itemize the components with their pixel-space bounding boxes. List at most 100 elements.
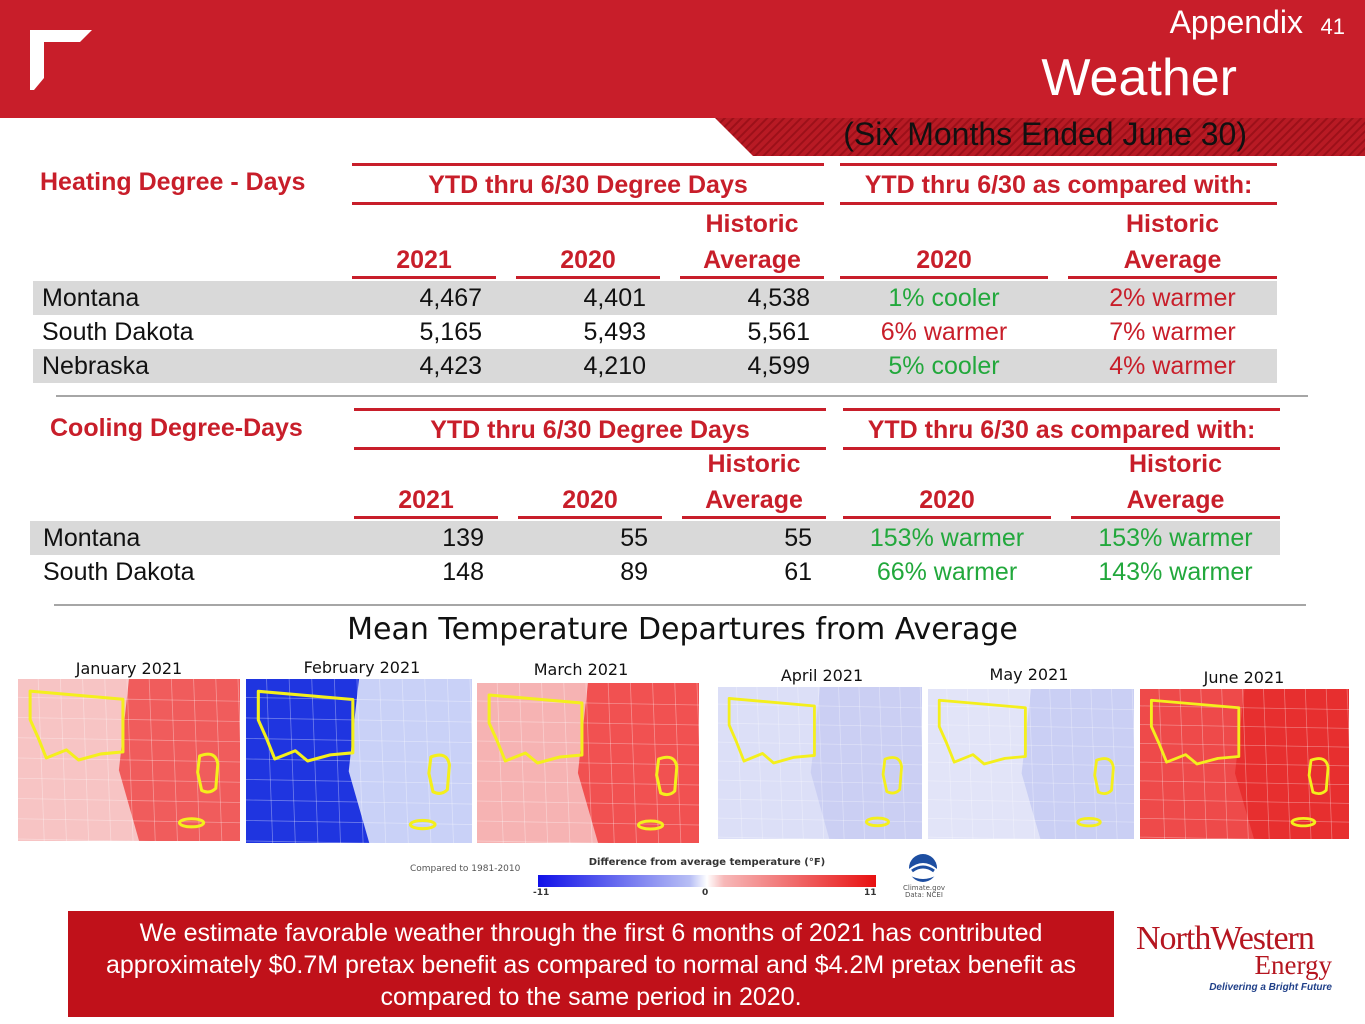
heating-group-right: YTD thru 6/30 as compared with: xyxy=(840,163,1277,205)
logo-line-1: NorthWestern xyxy=(1136,920,1315,957)
value-historic: 5,561 xyxy=(747,318,810,346)
divider xyxy=(56,395,1308,397)
legend-compared: Compared to 1981-2010 xyxy=(410,864,521,874)
value-2020: 4,210 xyxy=(583,352,646,380)
value-2021: 5,165 xyxy=(419,318,482,346)
map-label-february: February 2021 xyxy=(303,658,421,677)
page-number: 41 xyxy=(1320,14,1345,39)
heating-col-vs-average: Average xyxy=(1068,244,1277,279)
value-2021: 139 xyxy=(442,524,484,552)
heating-col-average: Average xyxy=(680,244,824,279)
heating-col-vs2020: 2020 xyxy=(840,244,1048,279)
vs-historic: 4% warmer xyxy=(1109,352,1236,380)
northwestern-energy-logo: NorthWestern Energy Delivering a Bright … xyxy=(1132,920,1342,1000)
map-april xyxy=(718,687,922,839)
state-name: Montana xyxy=(43,524,141,552)
nebraska-territory-outline xyxy=(864,816,891,828)
state-name: South Dakota xyxy=(43,558,195,586)
south-dakota-territory-outline xyxy=(655,755,679,797)
value-2021: 4,423 xyxy=(419,352,482,380)
map-january xyxy=(18,679,240,841)
cooling-col-historic: Historic xyxy=(707,450,801,478)
table-row: South Dakota 148 89 61 66% warmer 143% w… xyxy=(30,555,1280,589)
montana-territory-outline xyxy=(727,696,816,765)
vs-2020: 1% cooler xyxy=(888,284,1000,312)
credit-line-1: Climate.gov xyxy=(903,884,946,892)
legend-color-bar xyxy=(538,875,876,887)
benefit-note: We estimate favorable weather through th… xyxy=(68,911,1114,1017)
map-may xyxy=(928,689,1134,839)
table-row: South Dakota 5,165 5,493 5,561 6% warmer… xyxy=(33,315,1277,349)
heating-title: Heating Degree - Days xyxy=(40,168,306,196)
cooling-col-vs2020: 2020 xyxy=(843,484,1051,519)
vs-historic: 2% warmer xyxy=(1109,284,1236,312)
map-label-may: May 2021 xyxy=(989,665,1069,684)
map-february xyxy=(246,679,472,843)
page-subtitle: (Six Months Ended June 30) xyxy=(843,116,1247,152)
page-title: Weather xyxy=(1041,49,1237,107)
montana-territory-outline xyxy=(937,698,1027,766)
montana-territory-outline xyxy=(1149,698,1241,766)
header-bar xyxy=(0,0,1365,118)
montana-territory-outline xyxy=(487,693,584,765)
heating-col-2021: 2021 xyxy=(352,244,496,279)
cooling-col-vs-historic: Historic xyxy=(1128,450,1223,478)
value-2020: 5,493 xyxy=(583,318,646,346)
nebraska-territory-outline xyxy=(408,818,437,831)
south-dakota-territory-outline xyxy=(881,756,903,795)
vs-2020: 66% warmer xyxy=(876,558,1018,586)
legend-min: -11 xyxy=(533,888,550,898)
nebraska-territory-outline xyxy=(636,819,665,831)
nebraska-territory-outline xyxy=(1076,816,1102,828)
heating-col-2020: 2020 xyxy=(516,244,660,279)
cooling-title: Cooling Degree-Days xyxy=(50,414,303,442)
logo-line-2: Energy xyxy=(1254,950,1332,980)
cooling-group-left: YTD thru 6/30 Degree Days xyxy=(354,408,826,450)
subtitle-strip xyxy=(715,118,1365,156)
cooling-col-2020: 2020 xyxy=(518,484,662,519)
value-historic: 55 xyxy=(784,524,812,552)
map-label-january: January 2021 xyxy=(75,659,183,678)
vs-historic: 143% warmer xyxy=(1098,558,1253,586)
montana-territory-outline xyxy=(256,689,355,763)
credit-line-2: Data: NCEI xyxy=(905,891,943,899)
map-label-march: March 2021 xyxy=(533,660,629,679)
value-2021: 4,467 xyxy=(419,284,482,312)
noaa-logo-icon xyxy=(909,854,937,882)
south-dakota-territory-outline xyxy=(1093,757,1115,796)
corner-logo-icon xyxy=(30,30,92,90)
heating-group-left: YTD thru 6/30 Degree Days xyxy=(352,163,824,205)
map-label-april: April 2021 xyxy=(780,666,864,685)
legend-title: Difference from average temperature (°F) xyxy=(588,857,826,868)
cooling-col-vs-average: Average xyxy=(1071,484,1280,519)
state-name: South Dakota xyxy=(42,318,194,346)
legend-mid: 0 xyxy=(702,888,709,898)
map-label-june: June 2021 xyxy=(1203,668,1285,687)
value-historic: 4,538 xyxy=(747,284,810,312)
table-row: Montana 4,467 4,401 4,538 1% cooler 2% w… xyxy=(33,281,1277,315)
value-2020: 4,401 xyxy=(583,284,646,312)
south-dakota-territory-outline xyxy=(427,753,451,795)
vs-historic: 7% warmer xyxy=(1109,318,1236,346)
cooling-col-2021: 2021 xyxy=(354,484,498,519)
state-name: Nebraska xyxy=(42,352,149,380)
cooling-group-right: YTD thru 6/30 as compared with: xyxy=(843,408,1280,450)
south-dakota-territory-outline xyxy=(1307,757,1330,796)
section-label: Appendix xyxy=(1169,4,1303,40)
table-row: Nebraska 4,423 4,210 4,599 5% cooler 4% … xyxy=(33,349,1277,383)
maps-title: Mean Temperature Departures from Average xyxy=(347,612,1018,647)
value-historic: 4,599 xyxy=(747,352,810,380)
vs-2020: 6% warmer xyxy=(880,318,1008,346)
south-dakota-territory-outline xyxy=(196,752,220,794)
vs-historic: 153% warmer xyxy=(1098,524,1253,552)
table-row: Montana 139 55 55 153% warmer 153% warme… xyxy=(30,521,1280,555)
nebraska-territory-outline xyxy=(177,817,206,829)
vs-2020: 153% warmer xyxy=(869,524,1025,552)
heating-col-vs-historic: Historic xyxy=(1125,210,1220,238)
heating-col-historic: Historic xyxy=(705,210,799,238)
divider xyxy=(54,604,1306,606)
state-name: Montana xyxy=(42,284,140,312)
vs-2020: 5% cooler xyxy=(888,352,1000,380)
map-march xyxy=(477,683,699,843)
value-2020: 89 xyxy=(620,558,648,586)
